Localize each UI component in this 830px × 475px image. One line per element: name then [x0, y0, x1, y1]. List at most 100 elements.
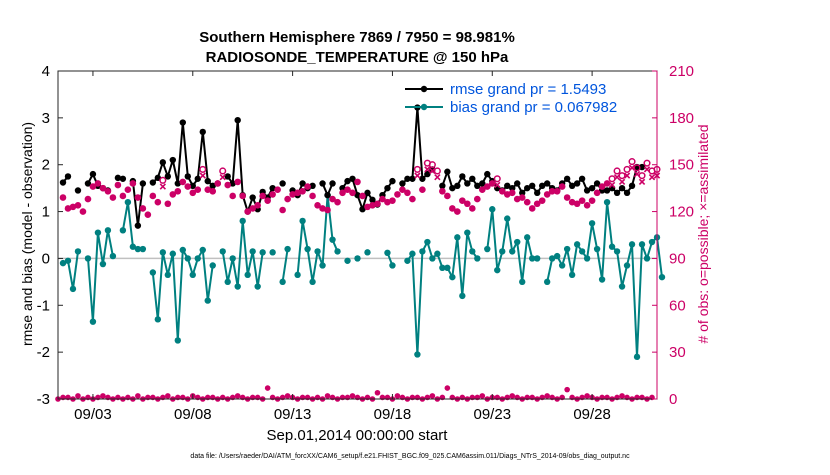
bias-point [633, 353, 641, 361]
obs-count-marker [628, 158, 636, 171]
obs-count-point [394, 191, 401, 198]
obs-count-bottom-point [349, 393, 356, 399]
obs-count-point [119, 192, 127, 200]
y-axis-label-left: rmse and bias (model - observation) [19, 122, 35, 346]
y-tick-label-left: 0 [42, 250, 50, 267]
bias-point [469, 248, 476, 255]
bias-point [204, 297, 211, 304]
bias-point [259, 249, 266, 256]
obs-count-bottom-point [135, 393, 141, 399]
obs-count-point [498, 187, 506, 195]
obs-count-point [344, 186, 351, 194]
rmse-point [349, 175, 356, 182]
bias-point [319, 262, 326, 269]
x-tick-label: 09/23 [474, 406, 512, 423]
obs-count-point [154, 198, 162, 206]
bias-point [623, 262, 631, 269]
obs-assimilated-cross-b [414, 172, 421, 179]
rmse-point [454, 182, 461, 189]
bias-point [154, 316, 162, 323]
obs-possible-circle [638, 172, 646, 180]
rmse-point [134, 222, 142, 229]
plot-area: -3 -2 -1 0 1 2 3 4 0 30 60 90 120 150 180 210 09/03 09/08… [37, 63, 694, 423]
rmse-point [623, 189, 631, 197]
obs-count-point [543, 191, 551, 198]
obs-count-point [319, 205, 326, 212]
obs-count-point [334, 198, 341, 206]
bias-point [99, 260, 107, 268]
obs-count-point [274, 186, 281, 194]
rmse-point [279, 180, 286, 187]
bias-point [294, 271, 301, 279]
obs-assimilated-cross-b [199, 172, 206, 179]
rmse-point [404, 175, 411, 182]
obs-count-point [588, 197, 596, 204]
rmse-point [64, 173, 72, 180]
obs-count-marker [159, 176, 167, 190]
data-file-footnote: data file: /Users/raeder/DAI/ATM_forcXX/… [190, 453, 630, 460]
rmse-point [139, 180, 147, 187]
chart-title-line1: Southern Hemisphere 7869 / 7950 = 98.981… [199, 29, 515, 46]
y-tick-label-left: -2 [37, 344, 50, 361]
obs-count-bottom-point [324, 393, 331, 399]
obs-count-point [583, 202, 591, 209]
obs-count-point [114, 181, 122, 189]
obs-count-marker [199, 165, 207, 179]
rmse-point [309, 182, 316, 189]
bias-point [129, 243, 137, 250]
obs-count-point [69, 203, 77, 211]
obs-count-point [264, 197, 271, 204]
bias-point [199, 246, 206, 254]
bias-point [618, 283, 626, 290]
obs-count-bottom-point [584, 393, 590, 399]
obs-count-bottom-point [444, 385, 451, 391]
bias-point [59, 259, 67, 267]
y-tick-label-right: 210 [669, 63, 694, 80]
rmse-point [469, 175, 476, 182]
legend-rmse-marker [420, 85, 428, 93]
rmse-point [384, 184, 391, 192]
bias-point [643, 255, 651, 262]
bias-point [593, 245, 601, 253]
bias-point [588, 220, 596, 227]
rmse-point [329, 180, 336, 187]
bias-point [279, 278, 286, 286]
y-tick-label-right: 30 [669, 344, 686, 361]
obs-count-point [64, 205, 72, 212]
y-tick-label-right: 120 [669, 204, 694, 221]
rmse-point [628, 182, 636, 189]
y-tick-label-right: 180 [669, 110, 694, 127]
rmse-point [84, 180, 92, 187]
bias-point [224, 278, 231, 286]
bias-point [119, 227, 127, 234]
obs-possible-circle [159, 176, 167, 184]
bias-point [563, 245, 571, 253]
bias-point [314, 248, 321, 255]
bias-point [613, 248, 621, 255]
obs-count-point [169, 191, 177, 198]
obs-count-point [259, 192, 266, 200]
rmse-point [514, 180, 521, 187]
bias-point [558, 262, 566, 269]
obs-count-point [179, 178, 187, 186]
obs-count-point [478, 186, 486, 194]
bias-point [234, 283, 241, 290]
bias-point [638, 241, 646, 248]
bias-point [474, 255, 481, 262]
obs-count-point [129, 180, 137, 187]
rmse-point [169, 156, 177, 164]
rmse-point [179, 119, 186, 126]
x-tick-label: 09/13 [274, 406, 312, 423]
obs-count-point [533, 200, 541, 208]
x-tick-label: 09/03 [74, 406, 112, 423]
bias-point [254, 283, 261, 290]
obs-count-point [84, 195, 92, 203]
obs-count-point [563, 194, 571, 201]
obs-count-marker [493, 175, 501, 189]
rmse-point [189, 182, 196, 189]
bias-point [404, 257, 411, 264]
obs-count-bottom-point [479, 393, 486, 399]
obs-count-point [459, 197, 466, 204]
obs-count-point [149, 192, 157, 200]
obs-count-point [269, 191, 276, 198]
